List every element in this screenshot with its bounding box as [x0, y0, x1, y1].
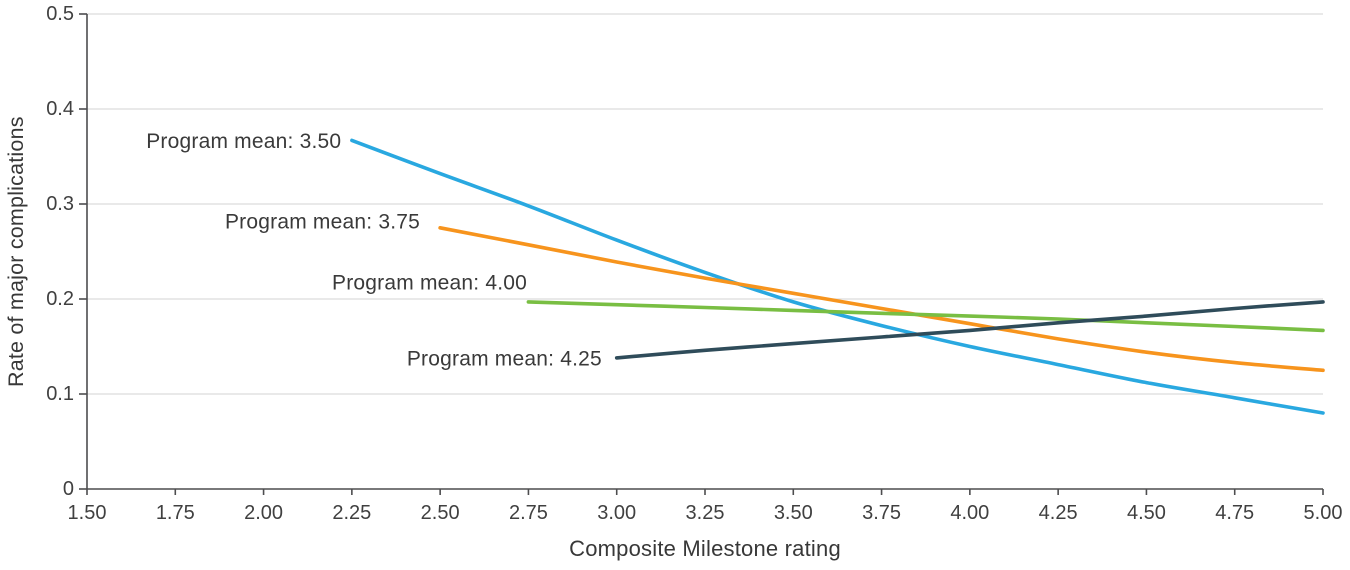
- x-tick-label: 3.50: [774, 502, 813, 524]
- x-tick-label: 4.75: [1215, 502, 1254, 524]
- x-tick-label: 1.50: [68, 502, 107, 524]
- x-tick-label: 2.25: [332, 502, 371, 524]
- y-tick-label: 0.2: [46, 288, 74, 310]
- x-tick-label: 4.50: [1127, 502, 1166, 524]
- y-tick-label: 0.4: [46, 98, 74, 120]
- y-tick-label: 0: [63, 478, 74, 500]
- x-tick-label: 3.00: [597, 502, 636, 524]
- series-line-350: [350, 138, 1325, 415]
- series-label: Program mean: 3.50: [146, 130, 341, 153]
- x-axis-title: Composite Milestone rating: [569, 536, 841, 561]
- x-tick-label: 1.75: [156, 502, 195, 524]
- x-tick-label: 2.75: [509, 502, 548, 524]
- y-axis-title: Rate of major complications: [4, 116, 28, 387]
- x-tick-label: 4.00: [950, 502, 989, 524]
- x-tick-label: 3.75: [862, 502, 901, 524]
- series-label: Program mean: 4.00: [332, 271, 527, 294]
- series-label: Program mean: 3.75: [225, 211, 420, 234]
- series-line-425: [614, 300, 1325, 360]
- x-tick-label: 2.00: [244, 502, 283, 524]
- y-tick-label: 0.5: [46, 3, 74, 25]
- x-tick-label: 2.50: [421, 502, 460, 524]
- x-tick-label: 3.25: [686, 502, 725, 524]
- series-label: Program mean: 4.25: [407, 347, 602, 370]
- series-line-400: [526, 300, 1325, 333]
- x-tick-label: 4.25: [1039, 502, 1078, 524]
- y-tick-label: 0.3: [46, 193, 74, 215]
- x-tick-label: 5.00: [1304, 502, 1343, 524]
- series-line-375: [438, 226, 1325, 373]
- y-tick-label: 0.1: [46, 383, 74, 405]
